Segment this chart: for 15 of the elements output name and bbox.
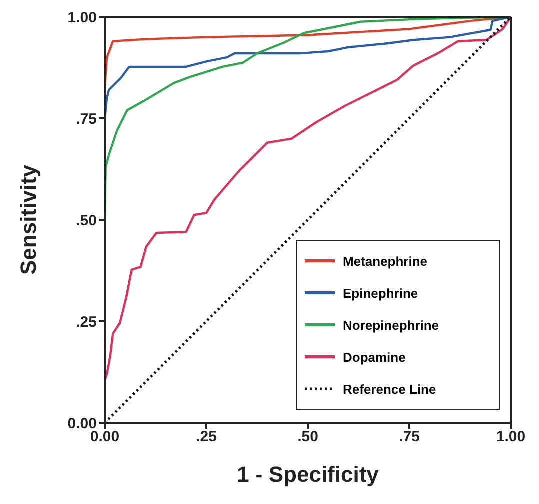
legend-label: Epinephrine [343,286,418,300]
legend-label: Reference Line [343,382,436,396]
x-tick-label: .75 [399,428,420,446]
y-tick-label: 1.00 [68,9,97,26]
legend-label: Metanephrine [343,254,428,268]
legend-label: Norepinephrine [343,318,440,332]
y-tick-label: .50 [76,212,97,230]
x-tick-label: .25 [196,428,217,446]
y-axis-title: Sensitivity [16,164,41,276]
x-tick-label: 1.00 [496,428,526,446]
y-tick-label: .75 [76,110,97,128]
y-tick-label: .25 [76,314,97,331]
x-axis-title: 1 - Specificity [237,462,380,487]
x-tick-label: .50 [298,428,318,446]
legend-label: Dopamine [343,350,406,364]
